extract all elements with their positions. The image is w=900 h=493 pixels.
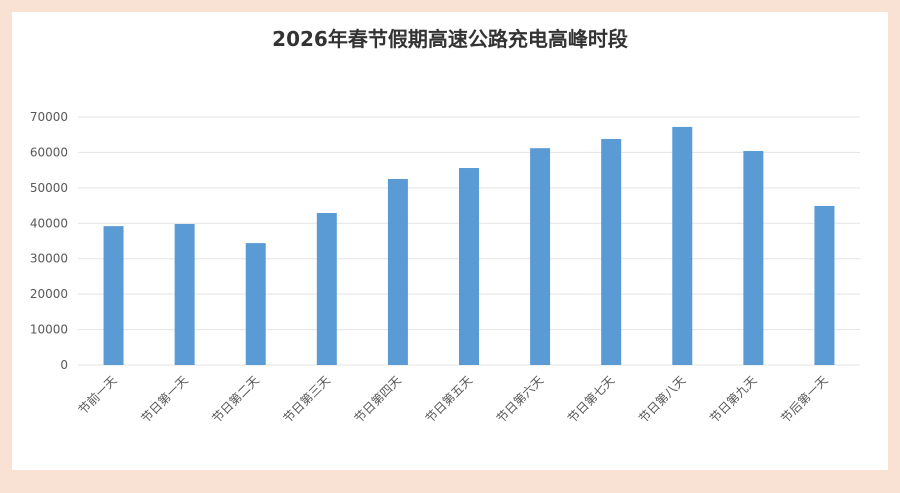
chart-title: 2026年春节假期高速公路充电高峰时段 [272,27,628,51]
y-tick-label: 60000 [30,145,68,159]
bar [672,126,693,365]
bar [459,168,479,365]
y-tick-label: 0 [60,358,68,372]
bar [743,151,764,365]
y-tick-label: 70000 [30,110,68,124]
bar [245,243,266,365]
bar [387,179,408,365]
bar [530,148,551,365]
chart-panel [12,12,888,470]
y-tick-label: 20000 [30,287,68,301]
y-tick-label: 40000 [30,216,68,230]
bar [601,138,622,365]
bar [814,205,835,365]
y-tick-label: 30000 [30,252,68,266]
y-tick-label: 50000 [30,181,68,195]
y-tick-label: 10000 [30,323,68,337]
bar [103,226,124,365]
bar [174,223,195,365]
bar [316,213,337,365]
